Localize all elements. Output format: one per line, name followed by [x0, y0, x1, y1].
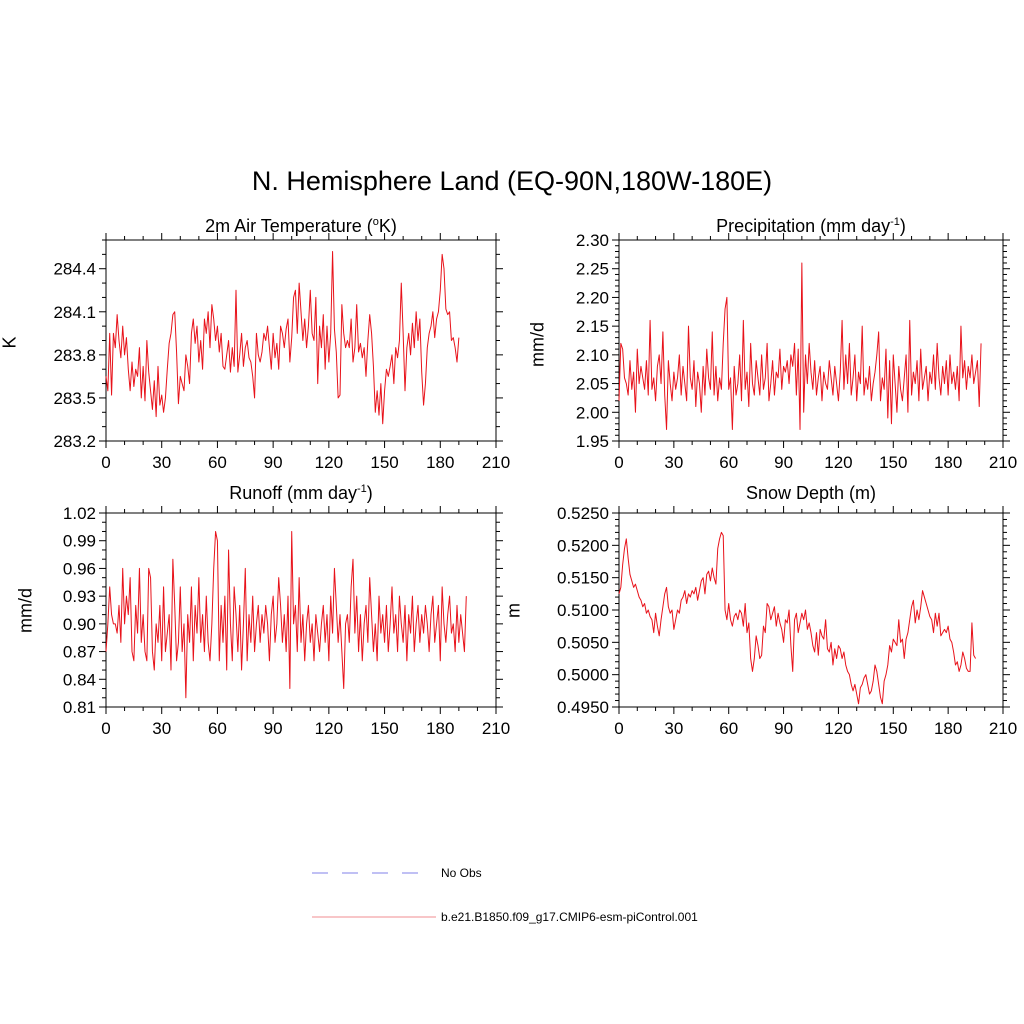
plot-frame-snow: [618, 512, 1004, 708]
panel-temp: 0 30 60 90 120 150 180 210 283.2 283.5 283.8 284.1 2…: [53, 233, 510, 472]
x-tick-label-snow: 210: [989, 719, 1017, 738]
y-tick-label-temp: 283.2: [53, 432, 96, 451]
x-tick-label-runoff: 60: [208, 719, 227, 738]
y-tick-label-precip: 2.30: [576, 231, 609, 250]
panel-snow: 0 30 60 90 120 150 180 210 0.4950 0.5000 0.5050 0.5…: [557, 504, 1017, 738]
x-tick-label-temp: 60: [208, 453, 227, 472]
x-tick-label-runoff: 150: [370, 719, 398, 738]
y-tick-label-runoff: 0.84: [63, 670, 96, 689]
y-tick-label-precip: 2.00: [576, 403, 609, 422]
y-tick-label-precip: 2.15: [576, 317, 609, 336]
x-tick-label-runoff: 180: [426, 719, 454, 738]
figure-title: N. Hemisphere Land (EQ-90N,180W-180E): [251, 166, 773, 196]
x-tick-label-temp: 120: [315, 453, 343, 472]
y-tick-label-snow: 0.4950: [557, 698, 609, 717]
x-tick-label-precip: 120: [824, 453, 852, 472]
series-line-precip: [618, 262, 982, 431]
y-tick-label-runoff: 1.02: [63, 504, 96, 523]
y-tick-label-temp: 284.1: [53, 303, 96, 322]
panel-title-precip: Precipitation (mm day-1): [619, 216, 1003, 237]
y-tick-label-snow: 0.5000: [557, 666, 609, 685]
panel-title-snow: Snow Depth (m): [619, 483, 1003, 504]
y-tick-label-snow: 0.5150: [557, 569, 609, 588]
panel-title-runoff: Runoff (mm day-1): [106, 483, 496, 504]
panel-runoff: 0 30 60 90 120 150 180 210 0.81 0.84 0.87 0.90 0.93 0…: [63, 504, 510, 738]
y-tick-label-runoff: 0.90: [63, 615, 96, 634]
panel-title-runoff-tail: ): [366, 483, 373, 503]
x-tick-label-temp: 150: [370, 453, 398, 472]
y-tick-label-temp: 283.8: [53, 346, 96, 365]
x-tick-label-runoff: 90: [264, 719, 283, 738]
x-tick-label-snow: 90: [774, 719, 793, 738]
x-tick-label-precip: 0: [614, 453, 623, 472]
x-tick-label-precip: 180: [934, 453, 962, 472]
panel-title-precip-sup: -1: [890, 216, 900, 228]
y-tick-label-precip: 2.10: [576, 346, 609, 365]
x-tick-label-precip: 30: [664, 453, 683, 472]
y-tick-label-runoff: 0.81: [63, 698, 96, 717]
y-tick-label-snow: 0.5200: [557, 536, 609, 555]
x-tick-label-temp: 180: [426, 453, 454, 472]
y-tick-label-snow: 0.5050: [557, 633, 609, 652]
series-line-snow: [618, 531, 977, 705]
y-tick-label-precip: 2.05: [576, 375, 609, 394]
y-tick-label-snow: 0.5250: [557, 504, 609, 523]
x-tick-label-runoff: 120: [315, 719, 343, 738]
panel-title-runoff-sup: -1: [356, 483, 367, 495]
panel-title-precip-tail: ): [899, 216, 906, 236]
x-tick-label-snow: 150: [879, 719, 907, 738]
x-tick-label-temp: 90: [264, 453, 283, 472]
y-tick-label-runoff: 0.96: [63, 559, 96, 578]
x-tick-label-temp: 30: [152, 453, 171, 472]
x-tick-label-temp: 210: [482, 453, 510, 472]
panel-title-temp-sup: o: [372, 216, 379, 228]
x-tick-label-precip: 210: [989, 453, 1017, 472]
panel-title-temp-tail: K): [378, 216, 397, 236]
panel-title-temp-text: 2m Air Temperature (: [205, 216, 373, 236]
legend-label-model: b.e21.B1850.f09_g17.CMIP6-esm-piControl.…: [441, 910, 698, 924]
x-tick-label-snow: 0: [614, 719, 623, 738]
panel-title-snow-text: Snow Depth (m): [745, 483, 877, 503]
x-tick-label-snow: 30: [664, 719, 683, 738]
y-tick-label-runoff: 0.87: [63, 643, 96, 662]
x-tick-label-runoff: 30: [152, 719, 171, 738]
y-tick-label-snow: 0.5100: [557, 601, 609, 620]
y-tick-label-runoff: 0.93: [63, 587, 96, 606]
y-tick-label-precip: 1.95: [576, 432, 609, 451]
y-tick-label-runoff: 0.99: [63, 532, 96, 551]
y-tick-label-temp: 284.4: [53, 260, 96, 279]
x-tick-label-snow: 120: [824, 719, 852, 738]
panel-precip: 0 30 60 90 120 150 180 210 1.95 2.00 2.05 2.10 2.15 2…: [576, 231, 1017, 472]
x-tick-label-snow: 60: [719, 719, 738, 738]
x-tick-label-precip: 150: [879, 453, 907, 472]
plot-frame-temp: [105, 239, 497, 442]
x-tick-label-temp: 0: [101, 453, 110, 472]
y-tick-label-temp: 283.5: [53, 389, 96, 408]
series-line-temp: [105, 250, 460, 425]
legend-label-no-obs: No Obs: [441, 866, 482, 880]
plot-frame-runoff: [105, 512, 497, 708]
x-tick-label-snow: 180: [934, 719, 962, 738]
x-tick-label-precip: 90: [774, 453, 793, 472]
x-tick-label-precip: 60: [719, 453, 738, 472]
x-tick-label-runoff: 210: [482, 719, 510, 738]
panel-title-runoff-text: Runoff (mm day: [229, 483, 357, 503]
series-line-runoff: [105, 530, 467, 699]
x-tick-label-runoff: 0: [101, 719, 110, 738]
plot-frame-precip: [618, 239, 1004, 442]
panel-title-temp: 2m Air Temperature (oK): [106, 216, 496, 237]
y-tick-label-precip: 2.20: [576, 288, 609, 307]
y-tick-label-precip: 2.25: [576, 260, 609, 279]
panel-title-precip-text: Precipitation (mm day: [716, 216, 891, 236]
